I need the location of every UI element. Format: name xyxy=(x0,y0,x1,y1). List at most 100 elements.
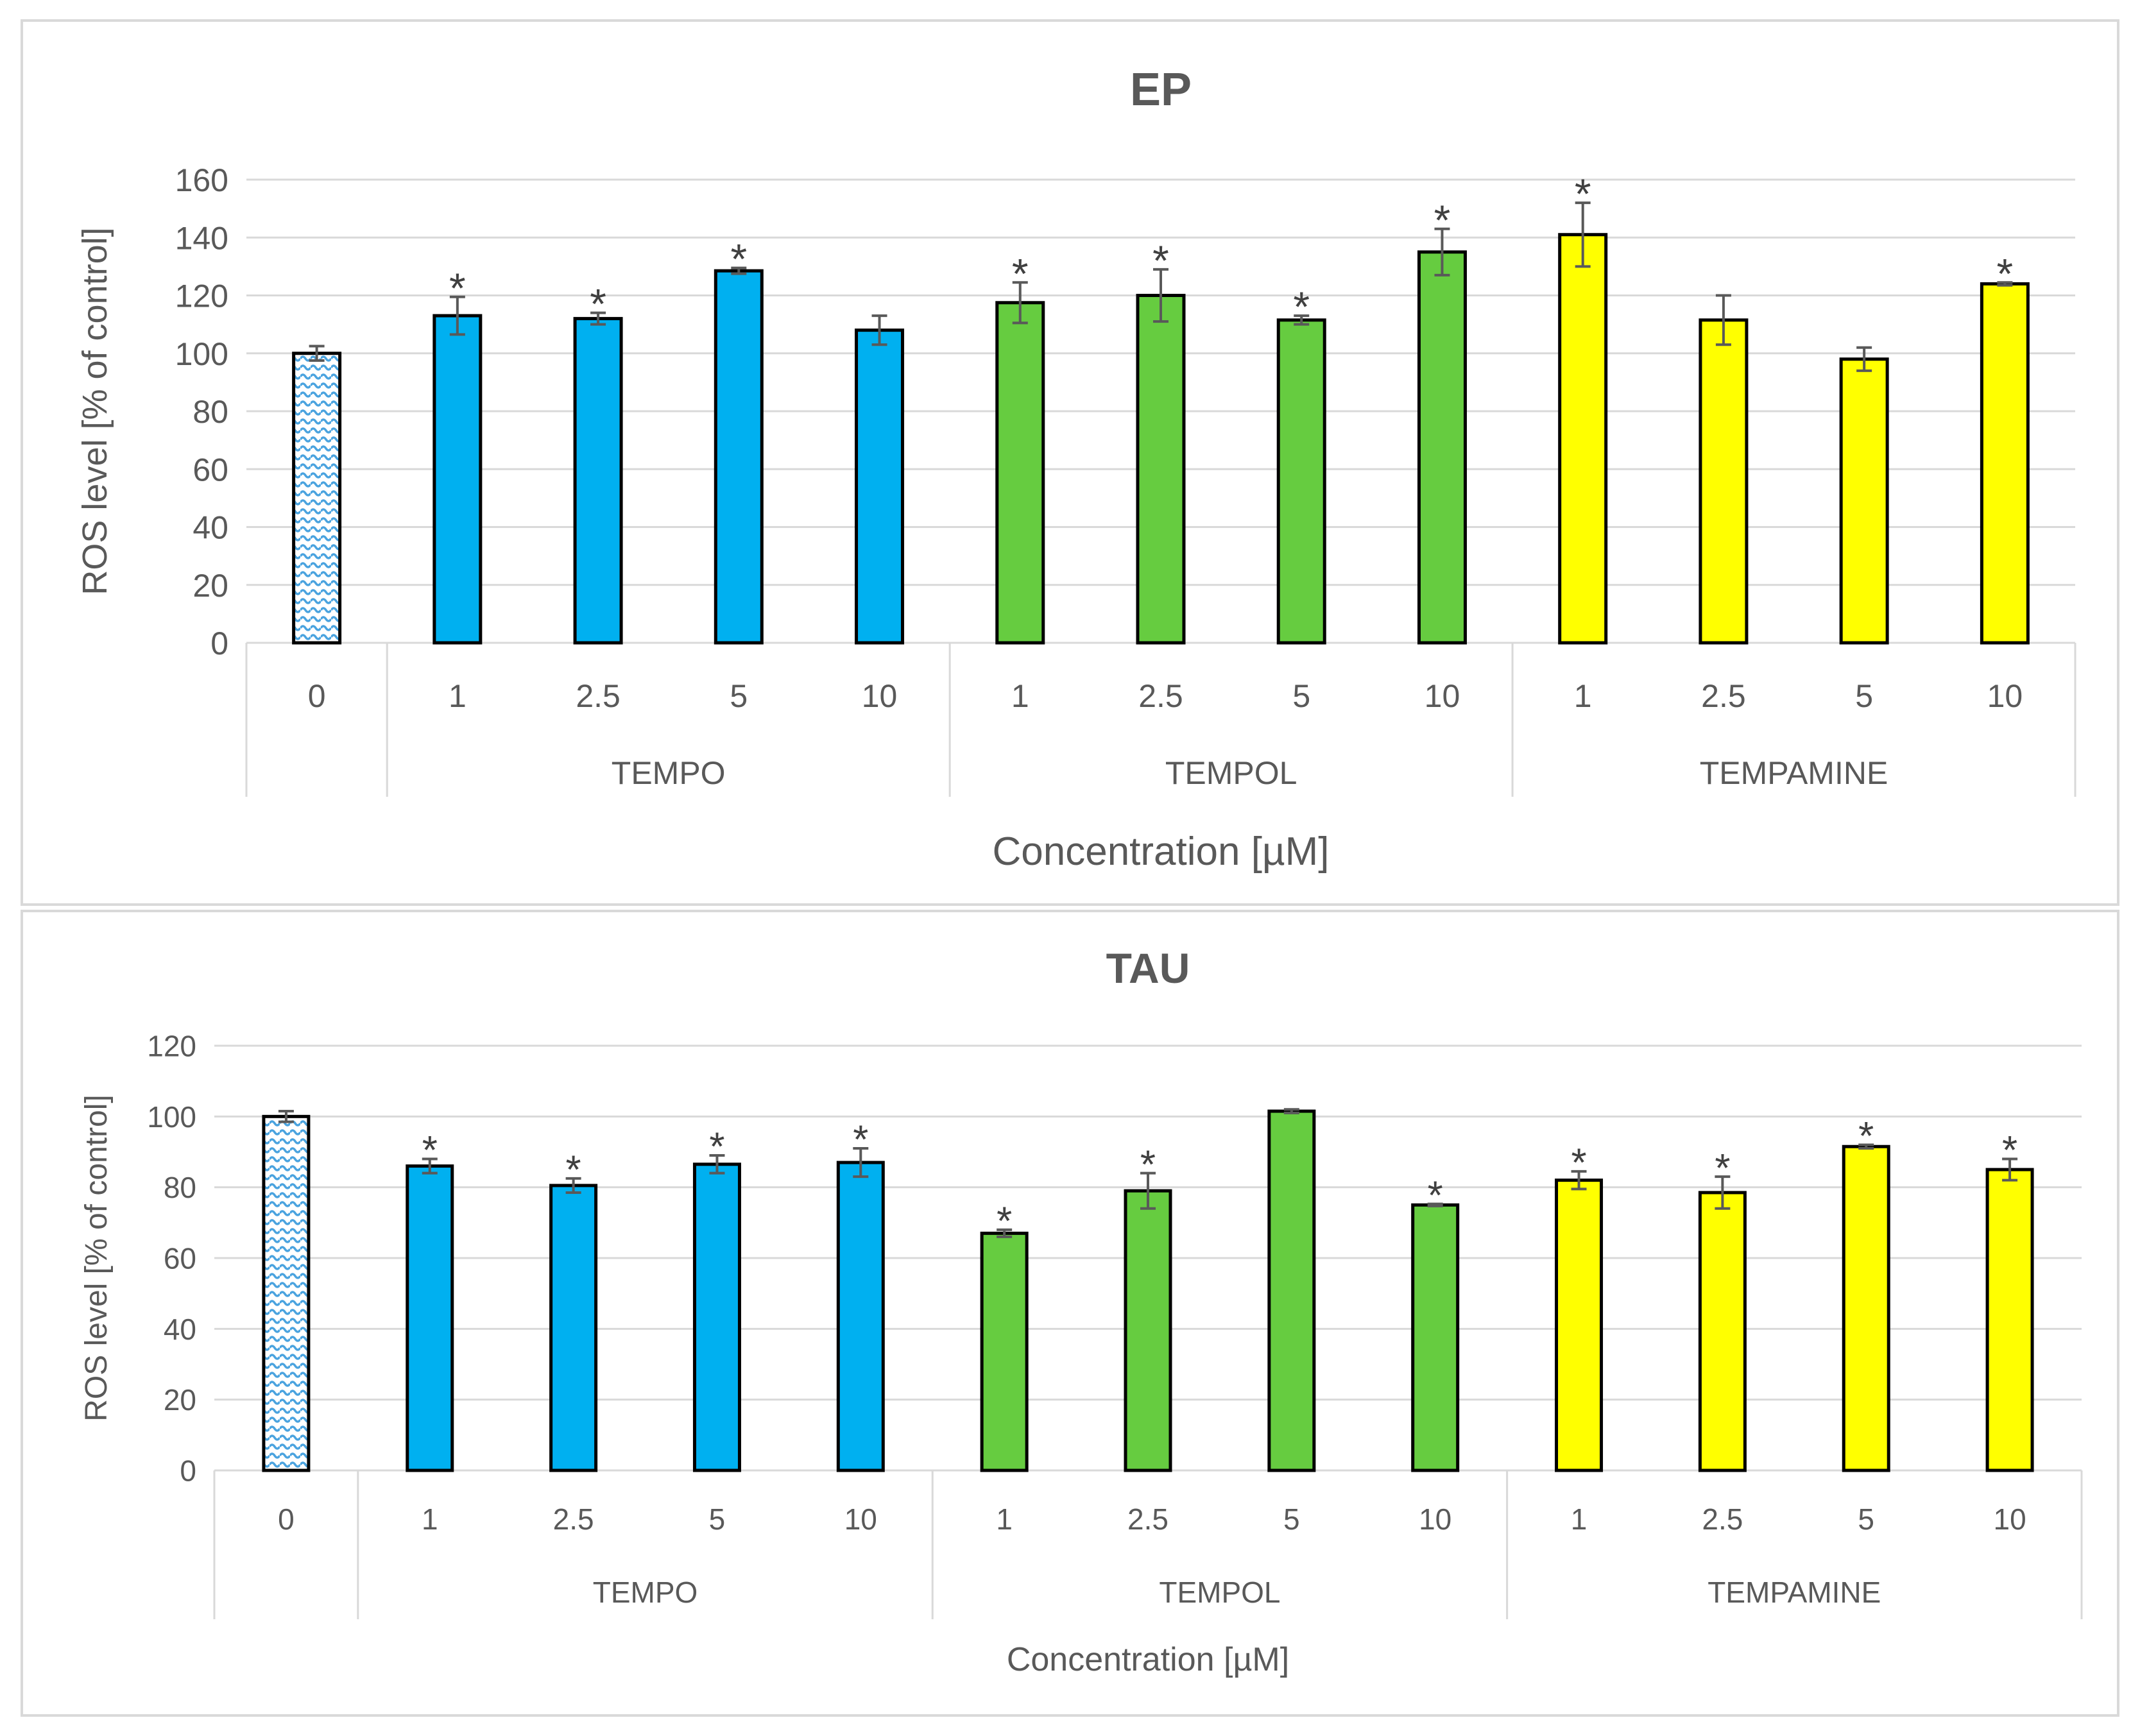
x-tick-label: 1 xyxy=(1011,678,1029,714)
significance-marker: * xyxy=(2002,1128,2017,1173)
bar xyxy=(549,1184,598,1472)
significance-marker: * xyxy=(590,280,606,328)
group-label: TEMPOL xyxy=(1165,755,1297,791)
significance-marker: * xyxy=(1152,237,1169,284)
bar xyxy=(432,314,483,645)
x-tick-label: 2.5 xyxy=(1138,678,1183,714)
bar xyxy=(1839,357,1889,645)
bar xyxy=(1985,1168,2034,1472)
bar xyxy=(262,1114,311,1472)
y-tick-label: 120 xyxy=(175,278,228,314)
x-tick-label: 10 xyxy=(1425,678,1460,714)
significance-marker: * xyxy=(709,1125,724,1170)
significance-marker: * xyxy=(730,235,747,283)
bar xyxy=(1136,294,1186,645)
x-tick-label: 0 xyxy=(308,678,326,714)
bar xyxy=(1842,1145,1890,1472)
bar xyxy=(980,1231,1029,1472)
x-tick-label: 2.5 xyxy=(553,1502,594,1536)
bar xyxy=(995,301,1045,645)
x-tick-label: 10 xyxy=(1419,1502,1451,1536)
x-tick-label: 1 xyxy=(449,678,467,714)
bar xyxy=(1411,1203,1460,1472)
x-tick-label: 1 xyxy=(1571,1502,1588,1536)
group-label: TEMPAMINE xyxy=(1708,1576,1881,1609)
significance-marker: * xyxy=(1434,196,1451,244)
significance-marker: * xyxy=(422,1128,438,1173)
bar xyxy=(292,352,342,645)
y-axis-label: ROS level [% of control] xyxy=(80,1094,114,1422)
x-tick-label: 1 xyxy=(996,1502,1013,1536)
bar xyxy=(1980,282,2030,645)
bar xyxy=(714,269,764,645)
y-tick-label: 20 xyxy=(164,1383,196,1417)
bar xyxy=(855,328,905,645)
significance-marker: * xyxy=(1571,1141,1586,1186)
group-label: TEMPO xyxy=(612,755,726,791)
bar xyxy=(1124,1189,1172,1472)
y-tick-label: 0 xyxy=(210,625,228,661)
bar xyxy=(1699,318,1749,645)
y-tick-label: 60 xyxy=(193,452,228,488)
bar xyxy=(1267,1109,1316,1472)
chart-title: TAU xyxy=(1106,944,1190,992)
x-tick-label: 5 xyxy=(709,1502,726,1536)
x-tick-label: 0 xyxy=(278,1502,295,1536)
bar xyxy=(1417,250,1467,645)
significance-marker: * xyxy=(1012,250,1029,297)
x-tick-label: 1 xyxy=(1574,678,1592,714)
bar xyxy=(1555,1179,1604,1472)
y-tick-label: 0 xyxy=(180,1454,196,1488)
chart-panel-ep: EP 0 20 40 60 80 100 120 140 160 ROS level [% of c… xyxy=(21,19,2119,906)
significance-marker: * xyxy=(566,1148,581,1193)
y-tick-label: 120 xyxy=(147,1030,196,1063)
chart-title: EP xyxy=(1130,64,1192,115)
y-tick-label: 40 xyxy=(164,1313,196,1346)
x-tick-label: 2.5 xyxy=(1701,678,1746,714)
significance-marker: * xyxy=(997,1200,1012,1244)
bar xyxy=(692,1162,741,1472)
x-tick-label: 10 xyxy=(844,1502,877,1536)
group-label: TEMPOL xyxy=(1159,1576,1280,1609)
y-tick-label: 80 xyxy=(164,1171,196,1204)
x-axis-label: Concentration [µM] xyxy=(992,830,1329,874)
bar xyxy=(573,317,623,645)
bar xyxy=(1276,318,1326,645)
x-tick-label: 2.5 xyxy=(576,678,621,714)
group-label: TEMPO xyxy=(593,1576,698,1609)
significance-marker: * xyxy=(1858,1114,1874,1159)
y-tick-label: 100 xyxy=(175,336,228,372)
bar xyxy=(1558,233,1608,645)
x-tick-label: 1 xyxy=(422,1502,438,1536)
x-tick-label: 2.5 xyxy=(1702,1502,1743,1536)
bar xyxy=(836,1161,885,1472)
significance-marker: * xyxy=(449,264,466,312)
significance-marker: * xyxy=(1428,1173,1443,1218)
group-label: TEMPAMINE xyxy=(1700,755,1888,791)
chart-panel-tau: TAU 0 20 40 60 80 100 120 ROS level [% of contro… xyxy=(21,910,2119,1717)
x-tick-label: 5 xyxy=(1292,678,1310,714)
significance-marker: * xyxy=(1140,1143,1156,1187)
significance-marker: * xyxy=(1293,283,1310,330)
significance-marker: * xyxy=(1997,250,2014,297)
x-tick-label: 5 xyxy=(1283,1502,1300,1536)
y-tick-label: 160 xyxy=(175,162,228,198)
x-tick-label: 5 xyxy=(1855,678,1873,714)
y-tick-label: 40 xyxy=(193,510,228,546)
bar xyxy=(406,1164,454,1472)
y-tick-label: 20 xyxy=(193,568,228,604)
y-tick-label: 60 xyxy=(164,1242,196,1275)
x-tick-label: 10 xyxy=(1993,1502,2026,1536)
x-tick-label: 2.5 xyxy=(1127,1502,1168,1536)
significance-marker: * xyxy=(1715,1146,1730,1191)
significance-marker: * xyxy=(853,1118,868,1162)
x-tick-label: 5 xyxy=(1858,1502,1874,1536)
y-axis-label: ROS level [% of control] xyxy=(76,227,114,595)
y-tick-label: 100 xyxy=(147,1100,196,1134)
significance-marker: * xyxy=(1575,170,1591,217)
x-tick-label: 10 xyxy=(1987,678,2023,714)
x-tick-label: 10 xyxy=(862,678,898,714)
x-axis-label: Concentration [µM] xyxy=(1007,1641,1289,1678)
